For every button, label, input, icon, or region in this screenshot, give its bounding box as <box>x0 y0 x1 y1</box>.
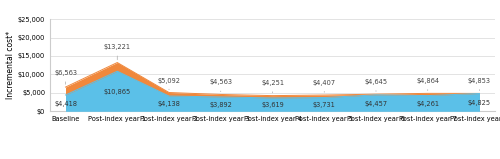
Text: $3,731: $3,731 <box>313 102 336 108</box>
Text: $4,825: $4,825 <box>468 100 491 106</box>
Text: $4,563: $4,563 <box>210 80 233 92</box>
Text: $4,138: $4,138 <box>158 101 180 107</box>
Text: $5,092: $5,092 <box>158 78 180 90</box>
Text: $4,407: $4,407 <box>312 80 336 92</box>
Text: $6,563: $6,563 <box>54 70 77 84</box>
Text: $13,221: $13,221 <box>104 44 131 60</box>
Text: $4,853: $4,853 <box>468 78 491 91</box>
Text: $3,619: $3,619 <box>261 102 284 108</box>
Text: $4,645: $4,645 <box>364 79 388 91</box>
Text: $10,865: $10,865 <box>104 89 131 95</box>
Text: $4,457: $4,457 <box>364 101 388 107</box>
Text: $3,892: $3,892 <box>210 102 232 108</box>
Text: $4,251: $4,251 <box>261 80 284 93</box>
Text: $4,418: $4,418 <box>54 101 77 107</box>
Y-axis label: Incremental cost*: Incremental cost* <box>6 31 15 99</box>
Text: $4,864: $4,864 <box>416 78 440 91</box>
Text: $4,261: $4,261 <box>416 101 439 107</box>
